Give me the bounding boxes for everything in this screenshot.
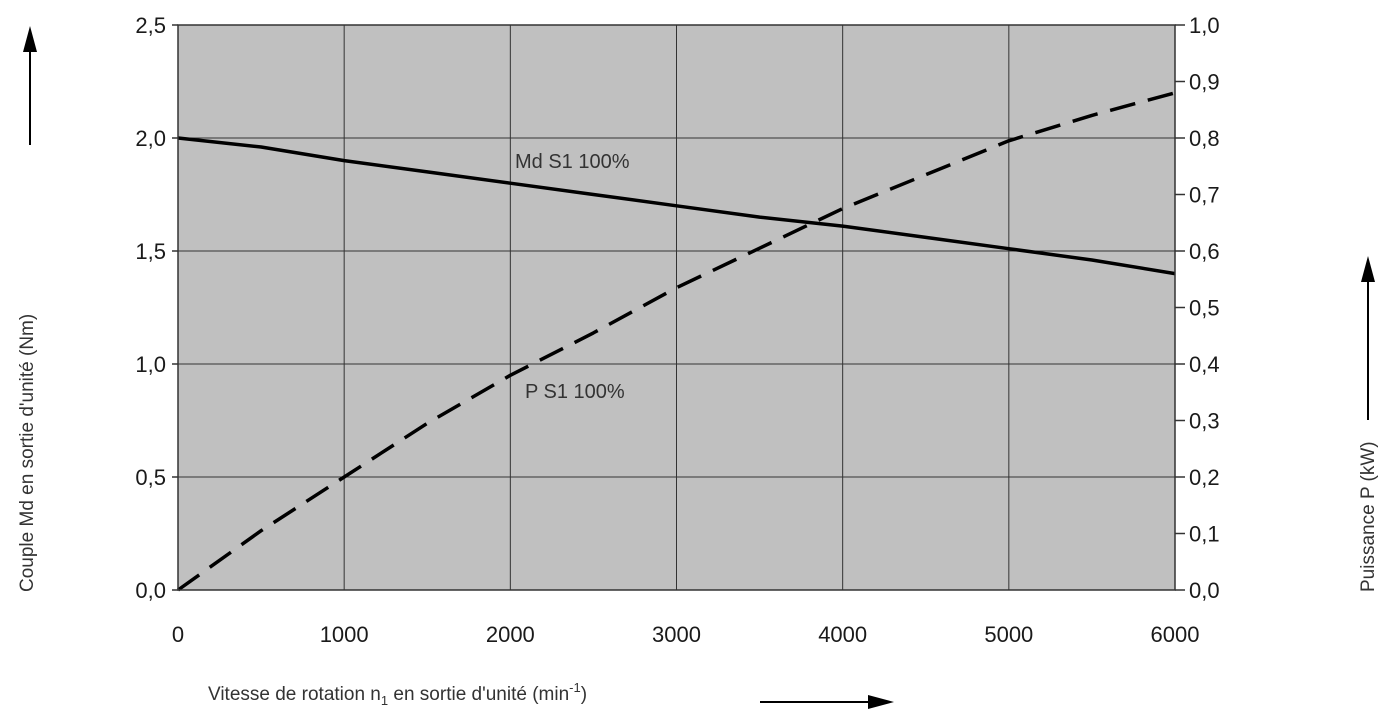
series-line-torque	[177, 136, 1176, 276]
series-line-power	[176, 91, 1176, 592]
x-tick-label: 6000	[1151, 622, 1200, 647]
series-layer	[176, 91, 1176, 592]
x-tick-label: 1000	[320, 622, 369, 647]
y-left-tick-label: 1,5	[135, 239, 166, 264]
ticks-layer: 0 1000 2000 3000 4000 5000 6000 0,0 0,5 1,0 1,5 2,0…	[135, 13, 1219, 647]
x-tick-label: 4000	[818, 622, 867, 647]
series-label-md: Md S1 100%	[515, 151, 630, 173]
x-axis-arrow-head	[868, 695, 894, 709]
y-left-tick-label: 2,0	[135, 126, 166, 151]
y-left-tick-label: 0,0	[135, 578, 166, 603]
x-tick-label: 2000	[486, 622, 535, 647]
x-tick-label: 5000	[984, 622, 1033, 647]
y-left-tick-label: 2,5	[135, 13, 166, 38]
y-right-tick-label: 1,0	[1189, 13, 1220, 38]
y-axis-left-title: Couple Md en sortie d'unité (Nm)	[17, 314, 38, 592]
y-left-tick-label: 0,5	[135, 465, 166, 490]
x-tick-label: 3000	[652, 622, 701, 647]
y-axis-left-arrow-head	[23, 26, 37, 52]
x-tick-label: 0	[172, 622, 184, 647]
y-left-tick-label: 1,0	[135, 352, 166, 377]
y-right-tick-label: 0,8	[1189, 126, 1220, 151]
y-right-tick-label: 0,1	[1189, 522, 1220, 547]
y-right-tick-label: 0,2	[1189, 465, 1220, 490]
y-axis-right-title: Puissance P (kW)	[1358, 441, 1378, 592]
y-right-tick-label: 0,3	[1189, 409, 1220, 434]
y-right-tick-label: 0,0	[1189, 578, 1220, 603]
y-right-tick-label: 0,7	[1189, 183, 1220, 208]
y-axis-right-arrow-head	[1361, 256, 1375, 282]
y-right-tick-label: 0,9	[1189, 70, 1220, 95]
x-axis-title: Vitesse de rotation n1 en sortie d'unité…	[208, 680, 587, 708]
series-label-p: P S1 100%	[525, 381, 625, 403]
y-right-tick-label: 0,4	[1189, 352, 1220, 377]
y-right-tick-label: 0,5	[1189, 296, 1220, 321]
y-right-tick-label: 0,6	[1189, 239, 1220, 264]
